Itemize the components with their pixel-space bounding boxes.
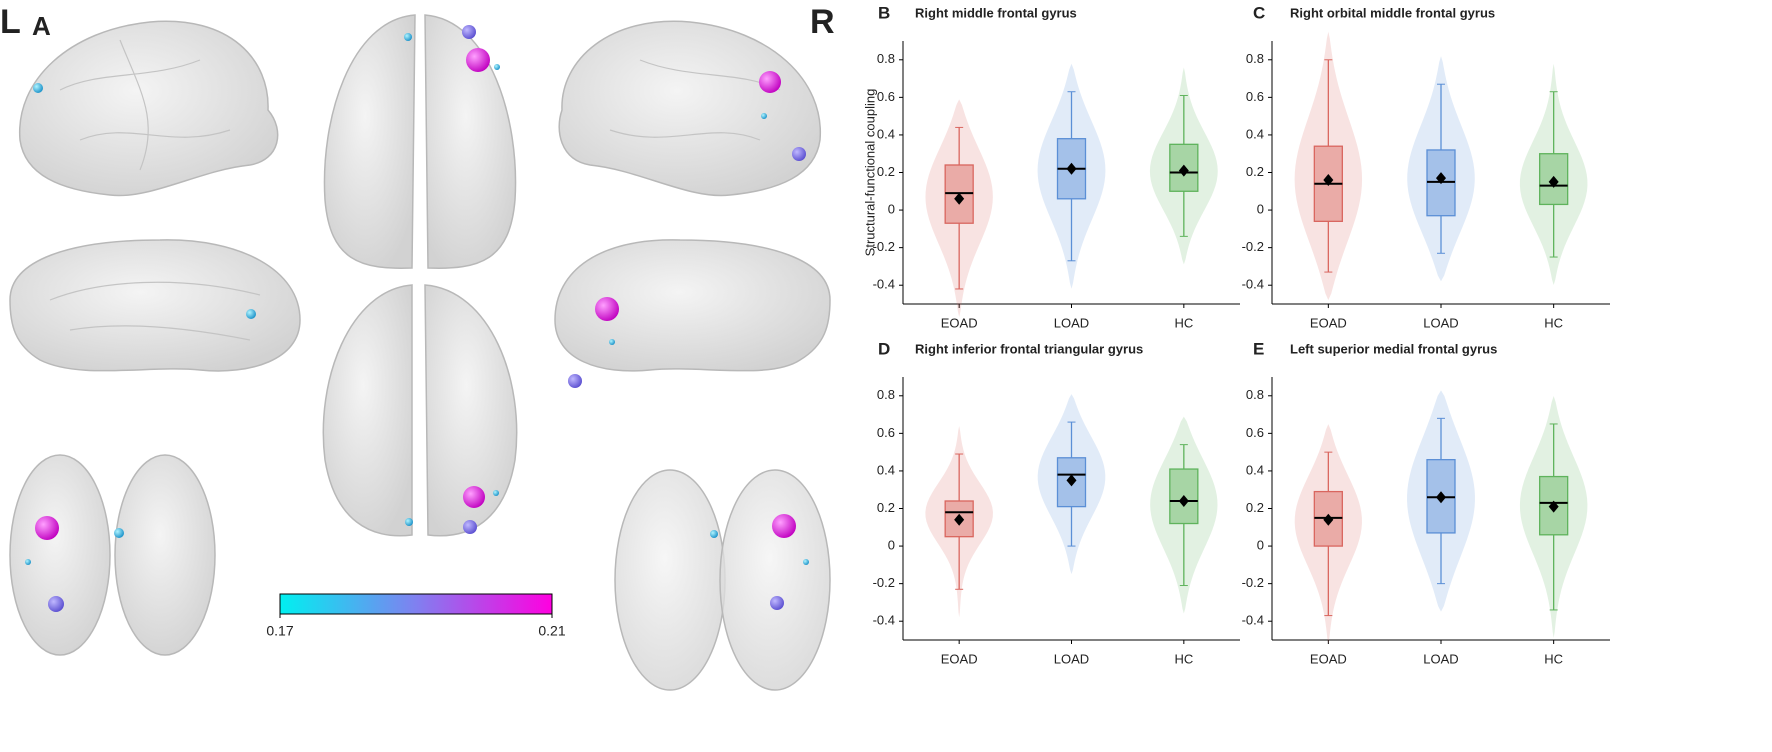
- y-tick-label: 0.8: [1246, 387, 1264, 402]
- x-tick-label: HC: [1544, 315, 1563, 330]
- y-axis-label: Structural-functional coupling: [862, 89, 877, 257]
- panel-letter: B: [878, 3, 890, 22]
- violin: [1519, 63, 1588, 286]
- y-tick-label: 0.4: [1246, 462, 1264, 477]
- x-tick-label: EOAD: [941, 651, 978, 666]
- mean-marker: [1178, 164, 1189, 177]
- mean-marker: [954, 192, 965, 205]
- y-tick-label: 0: [1257, 538, 1264, 553]
- violin: [1294, 424, 1362, 644]
- panel: E Left superior medial frontal gyrus -0.4 -…: [1242, 339, 1610, 666]
- y-tick-label: 0: [888, 538, 895, 553]
- x-tick-label: HC: [1174, 315, 1193, 330]
- mean-marker: [1323, 174, 1334, 187]
- x-tick-label: HC: [1174, 651, 1193, 666]
- brain-renders: [9, 14, 831, 691]
- panel: D Right inferior frontal triangular gyrus…: [873, 339, 1240, 666]
- mean-marker: [1066, 162, 1077, 175]
- y-tick-label: -0.4: [873, 613, 895, 628]
- y-tick-label: -0.4: [1242, 613, 1264, 628]
- violin: [1037, 63, 1106, 289]
- y-tick-label: 0.2: [1246, 164, 1264, 179]
- x-tick-label: LOAD: [1054, 315, 1089, 330]
- box: [1539, 153, 1569, 206]
- panel-letter: C: [1253, 3, 1265, 22]
- y-tick-label: 0.6: [1246, 89, 1264, 104]
- colorbar-tick-label: 0.17: [266, 623, 293, 639]
- colorbar: [279, 593, 553, 615]
- mean-marker: [1178, 494, 1189, 507]
- violin: [925, 99, 993, 317]
- mean-marker: [1548, 500, 1559, 513]
- panel: B Right middle frontal gyrus Structural-fu…: [862, 3, 1240, 330]
- y-tick-label: 0: [888, 202, 895, 217]
- panel-letter: E: [1253, 339, 1264, 358]
- y-tick-label: 0.2: [1246, 500, 1264, 515]
- y-tick-label: 0.8: [877, 387, 895, 402]
- panel-letter: D: [878, 339, 890, 358]
- x-tick-label: EOAD: [941, 315, 978, 330]
- y-tick-label: -0.2: [873, 575, 895, 590]
- panel-title: Right middle frontal gyrus: [915, 5, 1077, 20]
- x-tick-label: HC: [1544, 651, 1563, 666]
- y-tick-label: -0.4: [1242, 277, 1264, 292]
- y-tick-label: 0.6: [877, 89, 895, 104]
- x-tick-label: LOAD: [1054, 651, 1089, 666]
- y-tick-label: 0.4: [877, 462, 895, 477]
- y-tick-label: -0.2: [1242, 239, 1264, 254]
- panel: C Right orbital middle frontal gyrus -0.4 -…: [1242, 3, 1610, 330]
- y-tick-label: 0.8: [877, 51, 895, 66]
- violin: [1294, 31, 1363, 301]
- hemisphere-label: L: [0, 3, 21, 41]
- panel-title: Right inferior frontal triangular gyrus: [915, 341, 1143, 356]
- colorbar-tick-label: 0.21: [538, 623, 565, 639]
- box: [1169, 468, 1199, 525]
- panel-title: Left superior medial frontal gyrus: [1290, 341, 1497, 356]
- y-tick-label: 0: [1257, 202, 1264, 217]
- violin: [1407, 56, 1475, 282]
- y-tick-label: 0.4: [877, 126, 895, 141]
- x-tick-label: EOAD: [1310, 315, 1347, 330]
- violin: [1519, 395, 1588, 638]
- x-tick-label: LOAD: [1423, 651, 1458, 666]
- y-tick-label: -0.2: [1242, 575, 1264, 590]
- x-tick-label: LOAD: [1423, 315, 1458, 330]
- y-tick-label: -0.2: [873, 239, 895, 254]
- box: [1539, 475, 1569, 536]
- x-tick-label: EOAD: [1310, 651, 1347, 666]
- panel-title: Right orbital middle frontal gyrus: [1290, 5, 1495, 20]
- mean-marker: [1436, 172, 1446, 185]
- mean-marker: [1323, 513, 1334, 526]
- y-tick-label: 0.2: [877, 164, 895, 179]
- y-tick-label: -0.4: [873, 277, 895, 292]
- violin: [1150, 416, 1218, 614]
- hemisphere-label: R: [810, 3, 835, 41]
- mean-marker: [1066, 474, 1077, 487]
- mean-marker: [1436, 491, 1446, 504]
- mean-marker: [954, 513, 965, 526]
- panel-label: A: [32, 11, 51, 41]
- y-tick-label: 0.6: [877, 425, 895, 440]
- y-tick-label: 0.8: [1246, 51, 1264, 66]
- y-tick-label: 0.4: [1246, 126, 1264, 141]
- y-tick-label: 0.2: [877, 500, 895, 515]
- y-tick-label: 0.6: [1246, 425, 1264, 440]
- mean-marker: [1548, 175, 1559, 188]
